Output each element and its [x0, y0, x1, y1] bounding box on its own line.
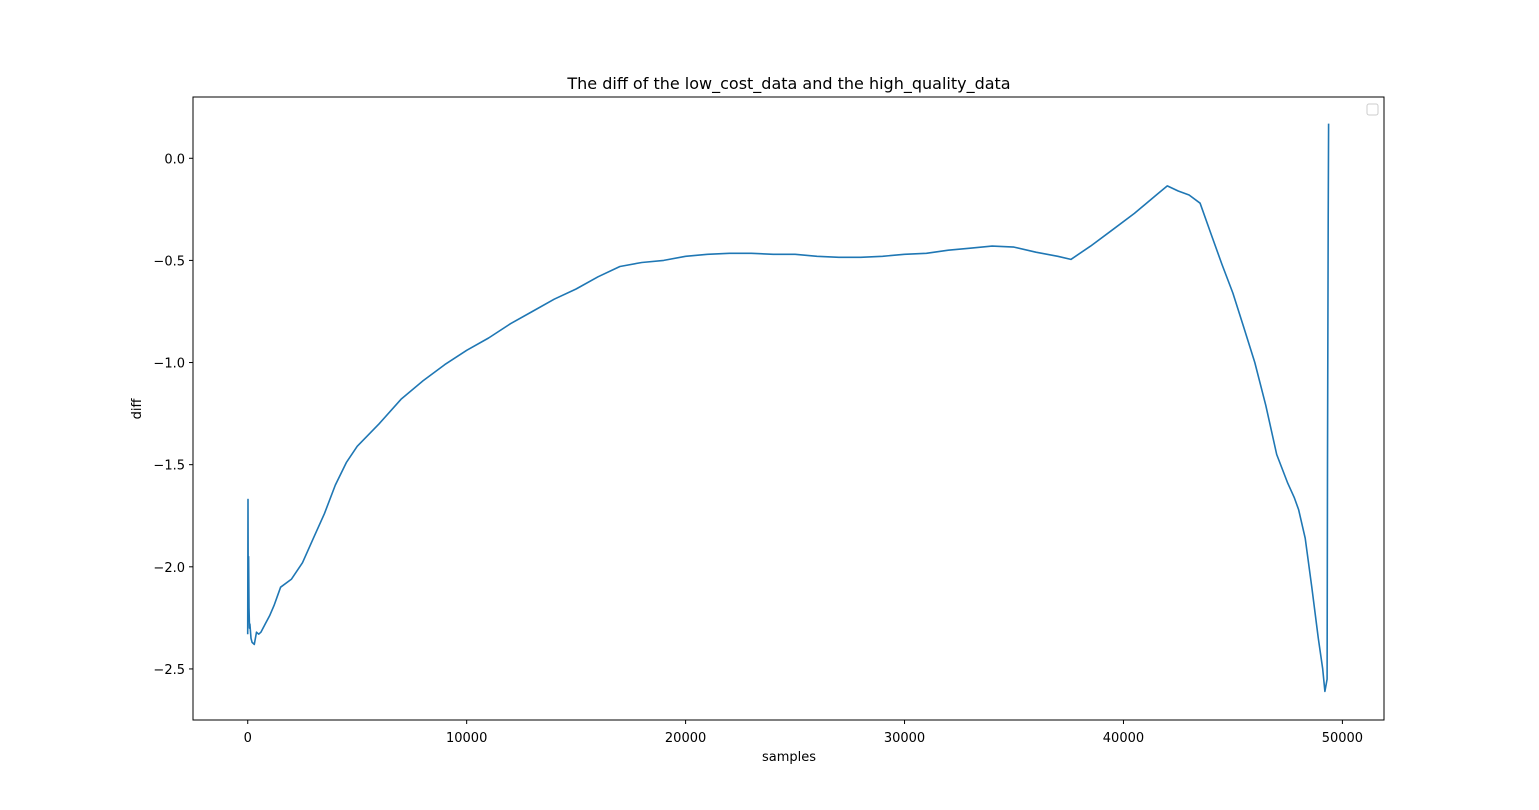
y-tick-label: −2.5 [153, 663, 185, 678]
y-tick-label: −2.0 [153, 561, 185, 576]
legend-box [1366, 103, 1379, 116]
x-tick-label: 40000 [1103, 731, 1144, 746]
y-tick-label: −1.5 [153, 459, 185, 474]
y-tick-label: 0.0 [164, 152, 185, 167]
x-tick-label: 0 [244, 731, 252, 746]
plot-frame [192, 96, 1385, 721]
x-tick-label: 10000 [446, 731, 487, 746]
x-axis-ticks: 0 10000 20000 30000 40000 50000 [244, 720, 1363, 746]
plot-area [193, 97, 1384, 720]
y-tick-label: −0.5 [153, 254, 185, 269]
y-axis-label: diff [130, 398, 145, 420]
y-tick-label: −1.0 [153, 357, 185, 372]
y-axis-ticks: 0.0 −0.5 −1.0 −1.5 −2.0 −2.5 [153, 152, 193, 678]
chart-title: The diff of the low_cost_data and the hi… [566, 74, 1010, 94]
x-tick-label: 50000 [1322, 731, 1363, 746]
x-tick-label: 30000 [884, 731, 925, 746]
diff-series-line [246, 123, 1330, 693]
x-axis-label: samples [762, 750, 816, 765]
x-tick-label: 20000 [665, 731, 706, 746]
